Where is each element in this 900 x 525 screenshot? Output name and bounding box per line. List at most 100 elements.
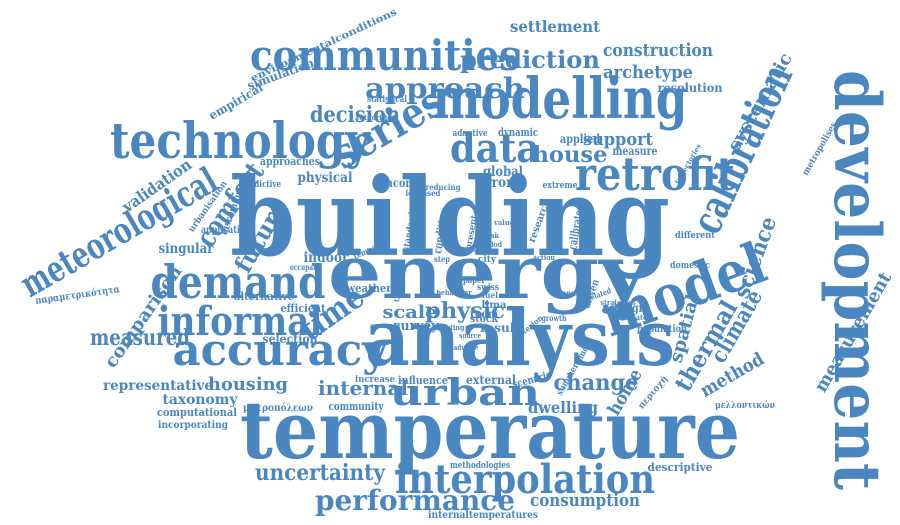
word-dynamic: dynamic: [498, 126, 538, 139]
word-space: space: [458, 245, 483, 255]
word-adaptive: adaptive: [453, 129, 488, 139]
word-communities: communities: [250, 31, 520, 80]
word-representative: representative: [103, 378, 213, 394]
word-retrofit: retrofit: [575, 147, 736, 201]
word-demand: demand: [151, 255, 326, 309]
word-stock: stock: [470, 314, 499, 325]
word-annual: annual: [558, 288, 583, 298]
word-archetype: archetype: [603, 62, 693, 83]
word-paper: paper: [463, 275, 486, 285]
word-swiss: swiss: [477, 283, 499, 293]
word-measured: measured: [90, 325, 190, 351]
word-scale: scale: [383, 302, 438, 323]
word-physic: physic: [425, 298, 505, 324]
word-community: community: [329, 400, 384, 413]
word-computational: computational: [157, 406, 237, 419]
word-taxonomy: taxonomy: [163, 392, 239, 408]
word-development: development: [819, 70, 894, 490]
word-alternative: alternative: [234, 290, 294, 303]
word-approach: approach: [365, 72, 525, 105]
word-adverse: adverse: [454, 343, 479, 352]
word-domestic: domestic: [670, 261, 710, 271]
word-application: application: [201, 225, 252, 236]
word-urban: urban: [390, 372, 540, 414]
word-accurate: accurate: [370, 321, 400, 330]
word-housing: housing: [208, 374, 288, 395]
word-applied: applied: [560, 132, 600, 146]
word-measure: measure: [613, 144, 658, 158]
word-modelling: modelling: [433, 66, 688, 132]
word-energy: energy: [328, 230, 650, 316]
word-period: period: [480, 240, 502, 249]
word-growth: growth: [542, 313, 567, 323]
word-incorporating: incorporating: [158, 420, 228, 431]
word-analysis: analysis: [365, 293, 675, 384]
word-interpolation: interpolation: [395, 456, 655, 503]
word-authorities: authorities: [355, 113, 395, 122]
word-step: step: [434, 254, 450, 264]
word-methodologies: methodologies: [450, 461, 510, 471]
word-income: income: [382, 176, 422, 190]
word-change: change: [554, 370, 639, 396]
word-error: error: [478, 175, 514, 191]
word-predictive: predictive: [241, 180, 281, 190]
word-influence: influence: [398, 374, 448, 387]
word-fuel: fuel: [482, 290, 498, 300]
word-temperature: temperature: [240, 383, 740, 477]
word-uncertainty: uncertainty: [255, 460, 386, 486]
word-settlement: settlement: [510, 17, 601, 36]
word-greek-98: μητροπόλεων: [243, 403, 313, 414]
word-city: city: [478, 255, 497, 265]
word-design: design: [611, 301, 646, 315]
word-performance: performance: [315, 484, 515, 517]
word-informal: informal: [158, 298, 323, 345]
word-result: result: [480, 321, 520, 335]
word-weather: weather: [346, 282, 392, 295]
word-resolution: resolution: [658, 81, 723, 95]
word-data: data: [450, 125, 540, 172]
word-source: source: [459, 331, 481, 340]
word-efficient: efficient: [281, 302, 327, 315]
word-evaluate: evaluate: [617, 313, 647, 322]
word-consumption: consumption: [530, 490, 640, 511]
word-increase: increase: [355, 375, 395, 385]
word-indoor: indoor: [304, 250, 350, 266]
word-statistical: statistical: [367, 95, 407, 105]
word-selection: selection: [263, 332, 318, 346]
word-behaviour: behaviour: [437, 288, 472, 297]
word-house: house: [533, 142, 608, 168]
word-construction: construction: [603, 40, 713, 61]
word-survey: survey: [394, 319, 439, 334]
word-global: global: [483, 164, 523, 180]
word-decision: decision: [310, 102, 400, 128]
word-occupant: occupant: [290, 262, 320, 272]
word-support: support: [583, 129, 654, 150]
word-internaltemperatures: internaltemperatures: [428, 510, 538, 521]
word-external: external: [466, 373, 516, 387]
word-dwelling: dwelling: [528, 398, 598, 417]
word-lima: lima: [482, 300, 508, 311]
word-localised: localised: [406, 188, 441, 198]
word-action: action: [533, 253, 555, 262]
word-physical: physical: [298, 170, 353, 186]
word-population: population: [637, 324, 688, 335]
word-reducing: reducing: [426, 182, 461, 192]
word-singular: singular: [159, 241, 215, 257]
word-room: room: [470, 307, 498, 321]
word-testing: testing: [440, 323, 465, 332]
word-different: different: [675, 231, 716, 241]
word-technology: technology: [110, 111, 372, 170]
word-prediction: prediction: [460, 45, 600, 74]
word-value: value: [493, 218, 514, 227]
word-strategies: strategies: [601, 298, 636, 307]
word-accuracy: accuracy: [173, 325, 389, 376]
word-approaches: approaches: [260, 155, 320, 168]
word-building: building: [230, 155, 670, 281]
word-risk: risk: [485, 231, 499, 240]
word-internal: internal: [318, 376, 408, 400]
word-extreme: extreme: [543, 181, 578, 191]
word-descriptive: descriptive: [648, 461, 713, 474]
word-greek-97: μελλοντικών: [715, 400, 775, 411]
